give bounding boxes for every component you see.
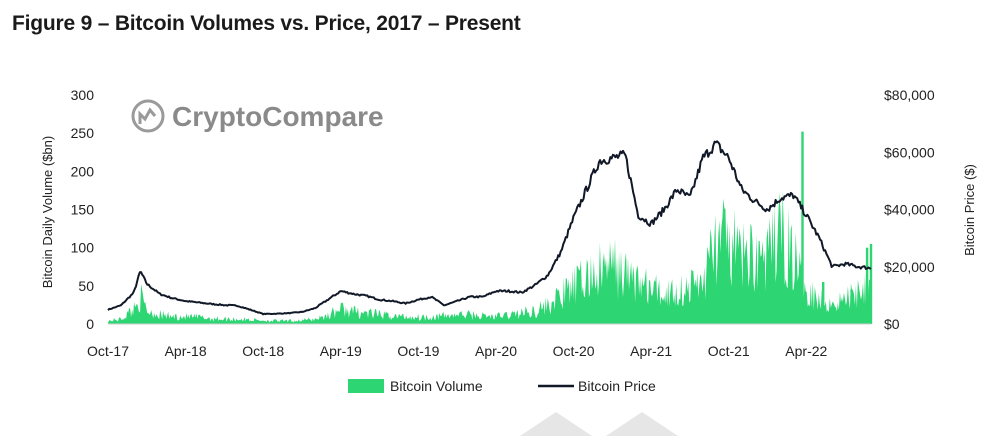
y-left-tick-label: 150: [71, 202, 95, 218]
y-left-tick-label: 300: [71, 87, 95, 103]
watermark-logo: CryptoCompare: [131, 99, 678, 436]
volume-series: [108, 131, 873, 324]
y-left-axis-title: Bitcoin Daily Volume ($bn): [40, 136, 55, 288]
price-series: [107, 140, 872, 316]
y-left-tick-label: 250: [71, 125, 95, 141]
x-tick-label: Oct-21: [708, 343, 750, 359]
y-right-tick-label: $0: [884, 316, 900, 332]
figure-title: Figure 9 – Bitcoin Volumes vs. Price, 20…: [12, 12, 521, 35]
y-left-axis: 0 50 100 150 200 250 300: [71, 87, 95, 332]
y-right-axis-title: Bitcoin Price ($): [962, 164, 977, 256]
x-tick-label: Apr-21: [630, 343, 672, 359]
watermark-icon-mark: [138, 107, 157, 124]
y-right-tick-label: $80,000: [884, 87, 935, 103]
x-tick-label: Oct-20: [553, 343, 595, 359]
legend-swatch-volume: [348, 379, 384, 393]
x-tick-label: Oct-17: [87, 343, 129, 359]
x-tick-label: Apr-18: [165, 343, 207, 359]
y-left-tick-label: 50: [78, 278, 94, 294]
y-right-tick-label: $20,000: [884, 259, 935, 275]
volume-spike: [801, 131, 804, 324]
y-right-tick-label: $60,000: [884, 144, 935, 160]
volume-spike: [869, 243, 873, 324]
y-right-axis: $0 $20,000 $40,000 $60,000 $80,000: [884, 87, 935, 332]
x-tick-label: Oct-18: [242, 343, 284, 359]
x-tick-label: Apr-22: [785, 343, 827, 359]
price-line: [107, 140, 872, 316]
volume-spike: [865, 247, 869, 324]
watermark-icon: [131, 99, 165, 133]
x-tick-label: Apr-20: [475, 343, 517, 359]
x-tick-label: Oct-19: [397, 343, 439, 359]
volume-area: [108, 190, 871, 324]
y-left-tick-label: 200: [71, 163, 95, 179]
legend-label-volume: Bitcoin Volume: [390, 378, 483, 394]
volume-spike: [822, 282, 825, 324]
y-left-tick-label: 100: [71, 240, 95, 256]
x-axis: Oct-17 Apr-18 Oct-18 Apr-19 Oct-19 Apr-20 Oct-…: [87, 343, 828, 359]
y-right-tick-label: $40,000: [884, 202, 935, 218]
watermark-text: CryptoCompare: [172, 101, 384, 132]
watermark-chevron: [606, 412, 678, 436]
legend-label-price: Bitcoin Price: [578, 378, 656, 394]
legend: Bitcoin Volume Bitcoin Price: [348, 378, 656, 394]
y-left-tick-label: 0: [86, 316, 94, 332]
x-tick-label: Apr-19: [320, 343, 362, 359]
volume-spike: [850, 289, 853, 324]
watermark-chevron: [520, 412, 592, 436]
